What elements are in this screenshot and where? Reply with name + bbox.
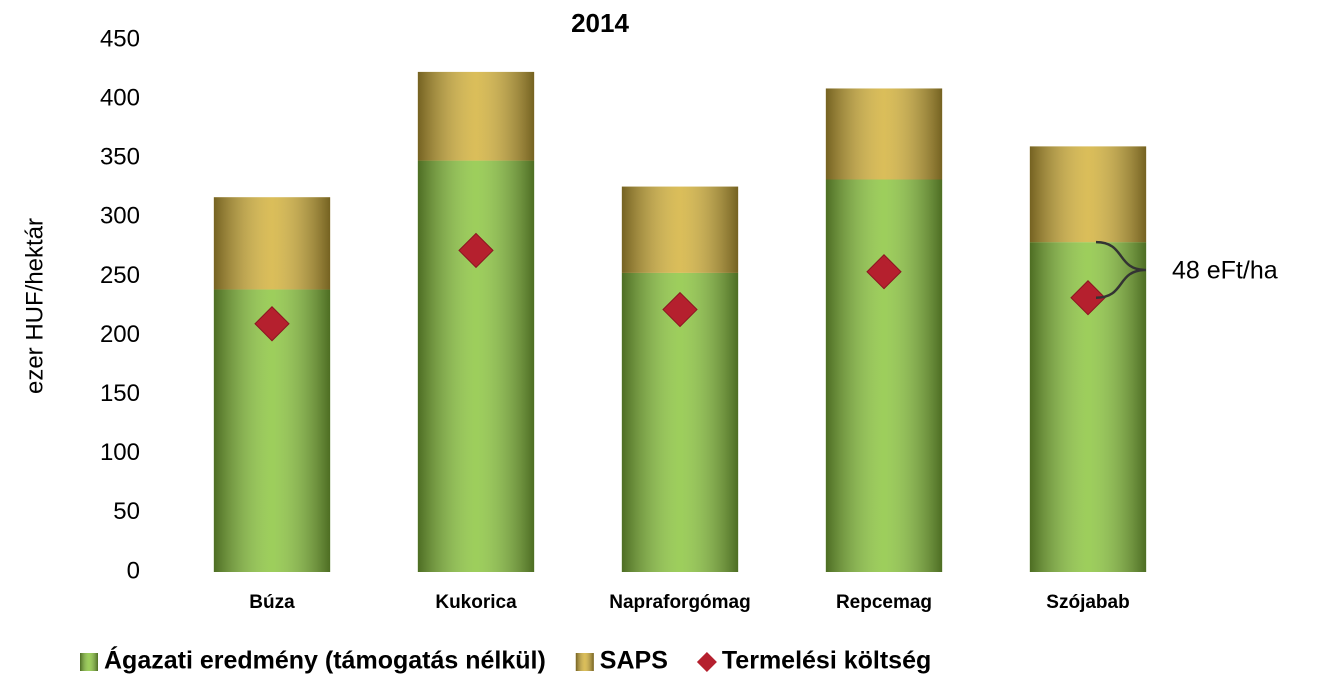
y-tick-label: 450 [100, 25, 140, 52]
y-tick-label: 350 [100, 144, 140, 171]
x-tick-label: Szójabab [1046, 592, 1129, 613]
x-tick-label: Repcemag [836, 592, 932, 613]
legend-label: Ágazati eredmény (támogatás nélkül) [104, 646, 546, 675]
legend-marker [696, 652, 717, 672]
marker [254, 306, 290, 342]
annotation: 48 eFt/ha [1172, 257, 1278, 285]
chart-title: 2014 [571, 8, 629, 38]
y-axis-label: ezer HUF/hektár [21, 218, 48, 394]
bar-shade [825, 179, 943, 572]
legend-label: SAPS [600, 647, 668, 675]
bar-shade [417, 160, 535, 572]
x-tick-label: Búza [249, 592, 295, 613]
y-tick-label: 150 [100, 380, 140, 407]
legend-label: Termelési költség [722, 647, 931, 675]
marker [866, 254, 902, 290]
annotation-brace [1095, 240, 1147, 299]
bar-shade [825, 88, 943, 180]
y-tick-label: 50 [113, 498, 140, 525]
marker [1070, 280, 1106, 316]
y-tick-label: 200 [100, 321, 140, 348]
y-tick-label: 250 [100, 262, 140, 289]
legend-swatch-shade [575, 653, 594, 671]
y-tick-label: 100 [100, 439, 140, 466]
marker [662, 291, 698, 328]
bar-shade [213, 197, 331, 290]
marker [458, 232, 494, 269]
bar-shade [417, 71, 535, 161]
x-tick-label: Napraforgómag [609, 592, 750, 613]
bar-shade [621, 186, 739, 273]
y-tick-label: 300 [100, 203, 140, 230]
bar-shade [1029, 146, 1147, 243]
x-tick-label: Kukorica [435, 592, 517, 613]
y-tick-label: 400 [100, 84, 140, 111]
legend-swatch-shade [80, 653, 98, 671]
y-tick-label: 0 [127, 557, 140, 584]
